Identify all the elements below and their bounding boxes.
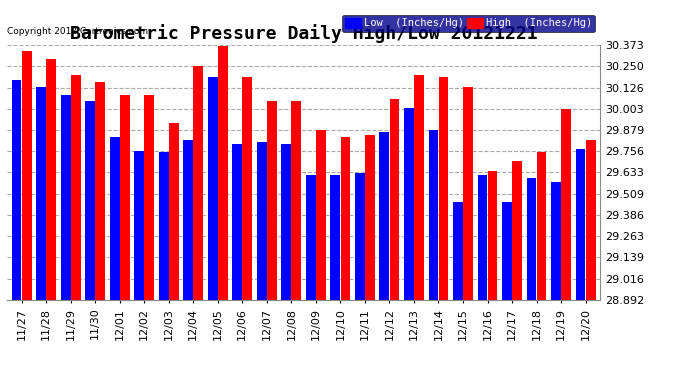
Bar <box>586 140 595 300</box>
Bar <box>414 75 424 300</box>
Bar <box>218 45 228 300</box>
Bar <box>390 99 400 300</box>
Bar <box>380 132 389 300</box>
Bar <box>477 175 487 300</box>
Bar <box>561 109 571 300</box>
Bar <box>267 100 277 300</box>
Bar <box>144 96 154 300</box>
Bar <box>95 82 105 300</box>
Bar <box>21 51 32 300</box>
Bar <box>12 80 21 300</box>
Bar <box>242 76 253 300</box>
Bar <box>71 75 81 300</box>
Bar <box>282 144 291 300</box>
Bar <box>340 137 351 300</box>
Bar <box>331 175 340 300</box>
Bar <box>291 100 302 300</box>
Bar <box>488 171 497 300</box>
Bar <box>512 161 522 300</box>
Bar <box>428 130 438 300</box>
Bar <box>526 178 536 300</box>
Bar <box>208 76 217 300</box>
Bar <box>110 137 119 300</box>
Bar <box>551 182 561 300</box>
Title: Barometric Pressure Daily High/Low 20121221: Barometric Pressure Daily High/Low 20121… <box>70 24 538 44</box>
Bar <box>169 123 179 300</box>
Bar <box>404 108 414 300</box>
Bar <box>463 87 473 300</box>
Bar <box>502 202 512 300</box>
Bar <box>537 152 546 300</box>
Bar <box>120 96 130 300</box>
Bar <box>453 202 463 300</box>
Bar <box>316 130 326 300</box>
Bar <box>439 76 449 300</box>
Bar <box>306 175 316 300</box>
Bar <box>365 135 375 300</box>
Bar <box>61 96 70 300</box>
Bar <box>575 149 585 300</box>
Legend: Low  (Inches/Hg), High  (Inches/Hg): Low (Inches/Hg), High (Inches/Hg) <box>342 15 595 32</box>
Bar <box>46 59 56 300</box>
Bar <box>86 100 95 300</box>
Bar <box>159 152 168 300</box>
Bar <box>193 66 203 300</box>
Bar <box>233 144 242 300</box>
Bar <box>184 140 193 300</box>
Bar <box>36 87 46 300</box>
Bar <box>135 150 144 300</box>
Bar <box>257 142 267 300</box>
Bar <box>355 173 365 300</box>
Text: Copyright 2012 Cartronics.com: Copyright 2012 Cartronics.com <box>7 27 148 36</box>
